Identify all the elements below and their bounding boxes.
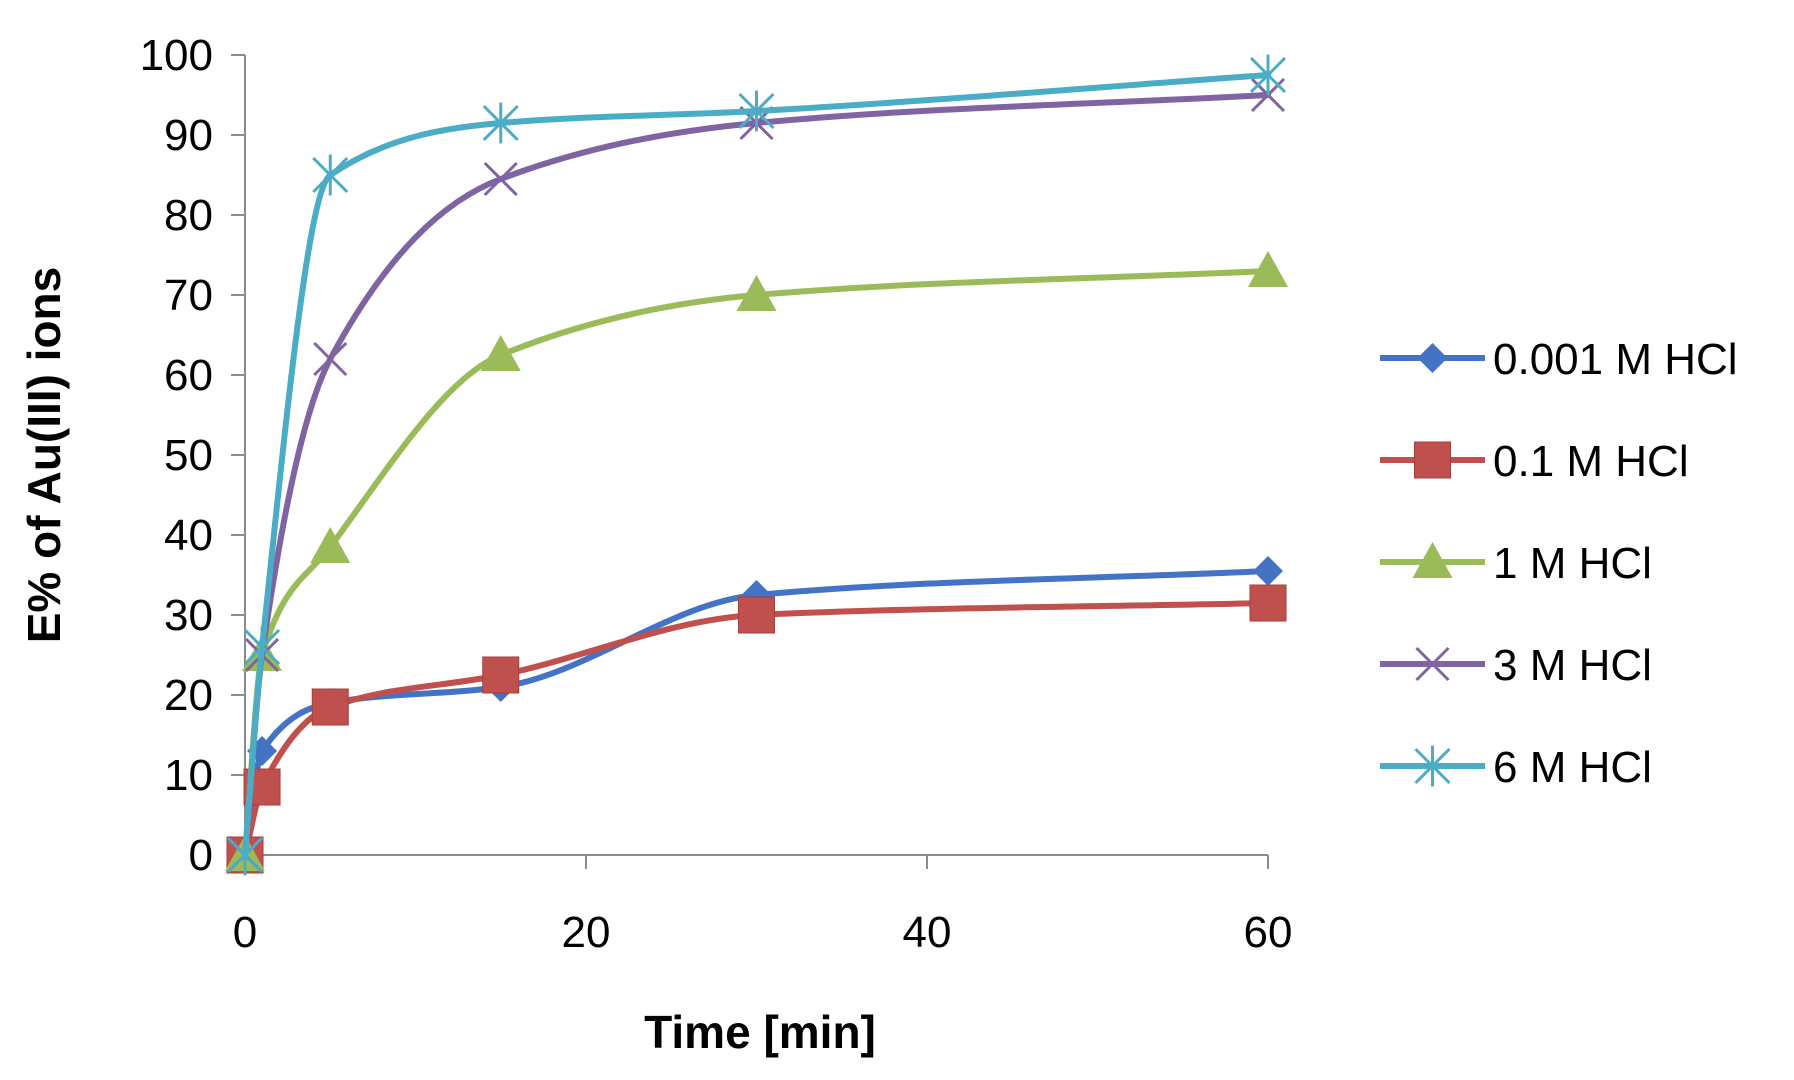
- series-0-point-5: [1253, 556, 1283, 586]
- series-2-point-3: [480, 335, 521, 371]
- series-4-point-2: [312, 154, 349, 196]
- series-3-point-3: [483, 161, 518, 197]
- legend-item-1: 0.1 M HCl: [1380, 437, 1689, 486]
- x-tick-label-1: 20: [562, 908, 611, 957]
- series-4-point-4: [738, 90, 775, 132]
- series-4-point-5: [1249, 54, 1287, 96]
- series-3: [227, 77, 1286, 873]
- series-2-point-2: [310, 527, 351, 563]
- series-1-point-4: [738, 596, 775, 634]
- series-line-4: [242, 72, 1271, 858]
- y-tick-label-0: 0: [189, 831, 213, 880]
- series-1: [226, 584, 1287, 874]
- y-tick-label-7: 70: [164, 271, 213, 320]
- legend-item-0: 0.001 M HCl: [1380, 335, 1738, 384]
- y-tick-label-2: 20: [164, 671, 213, 720]
- legend-label-1: 0.1 M HCl: [1493, 437, 1689, 486]
- legend-item-4: 6 M HCl: [1380, 743, 1652, 792]
- series-4-point-3: [482, 102, 519, 144]
- legend-label-4: 6 M HCl: [1493, 743, 1652, 792]
- legend-item-3: 3 M HCl: [1380, 641, 1652, 690]
- series-line-2: [242, 268, 1271, 858]
- axes: 0 10 20 30 40 50 60 70 80 90 100 0 20 40 60: [140, 31, 1293, 957]
- y-tick-label-4: 40: [164, 511, 213, 560]
- legend-marker-1: [1414, 441, 1451, 479]
- series-line-1: [242, 600, 1271, 858]
- y-tick-label-9: 90: [164, 111, 213, 160]
- legend-marker-2: [1412, 542, 1453, 578]
- legend-label-0: 0.001 M HCl: [1493, 335, 1738, 384]
- x-tick-label-0: 0: [233, 908, 257, 957]
- series-3-point-2: [313, 341, 348, 377]
- series-line-3: [242, 92, 1271, 858]
- series-2: [225, 251, 1288, 871]
- legend-label-2: 1 M HCl: [1493, 539, 1652, 588]
- y-tick-label-10: 100: [140, 31, 213, 80]
- y-tick-label-3: 30: [164, 591, 213, 640]
- legend-item-2: 1 M HCl: [1380, 539, 1652, 588]
- legend-marker-0: [1417, 343, 1448, 373]
- y-tick-label-5: 50: [164, 431, 213, 480]
- legend-marker-3: [1415, 646, 1450, 682]
- series-4-point-0: [226, 834, 264, 876]
- legend-marker-4: [1414, 745, 1451, 787]
- y-tick-label-1: 10: [164, 751, 213, 800]
- series-4: [226, 54, 1287, 876]
- series-1-point-3: [482, 656, 520, 694]
- series-4-point-1: [243, 626, 281, 668]
- y-tick-label-6: 60: [164, 351, 213, 400]
- series-2-point-4: [736, 275, 777, 311]
- x-axis-title: Time [min]: [644, 1006, 876, 1058]
- y-axis-title: E% of Au(III) ions: [18, 267, 70, 644]
- series-group: [225, 54, 1288, 876]
- x-tick-label-3: 60: [1244, 908, 1293, 957]
- series-1-point-5: [1249, 584, 1287, 622]
- y-tick-label-8: 80: [164, 191, 213, 240]
- x-tick-label-2: 40: [903, 908, 952, 957]
- legend: 0.001 M HCl 0.1 M HCl 1 M HCl 3 M HCl 6 M HC…: [1380, 335, 1738, 792]
- legend-label-3: 3 M HCl: [1493, 641, 1652, 690]
- series-1-point-2: [311, 688, 349, 726]
- series-2-point-5: [1248, 251, 1288, 287]
